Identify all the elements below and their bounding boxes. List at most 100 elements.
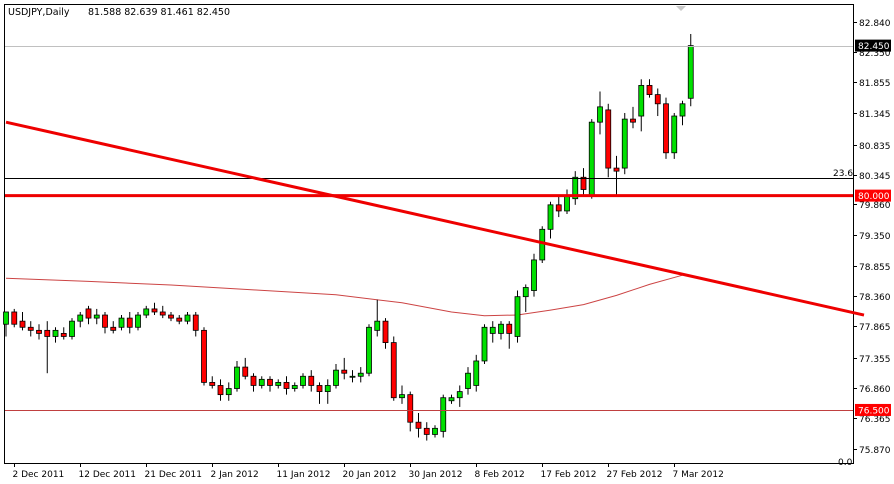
bear-candle (110, 321, 117, 334)
candle-body (646, 85, 653, 96)
level-76-5-tag-label: 76.500 (858, 406, 890, 416)
descending-trend-line[interactable] (5, 120, 865, 317)
bear-candle (283, 376, 290, 395)
bear-candle (250, 373, 257, 392)
candle-body (547, 204, 554, 230)
bull-candle (399, 385, 405, 404)
candle-body (60, 333, 67, 337)
bull-candle (225, 382, 232, 401)
bear-candle (242, 357, 249, 380)
x-axis-tick-label: 30 Jan 2012 (409, 470, 463, 480)
bear-candle (605, 103, 612, 178)
bear-candle (201, 327, 207, 386)
bear-candle (60, 327, 67, 340)
bear-candle (630, 106, 636, 129)
bear-candle (85, 305, 92, 325)
x-axis-tick-label: 21 Dec 2011 (145, 470, 203, 480)
y-axis-tick-label: 78.855 (859, 263, 891, 273)
y-axis-tick-label: 79.350 (859, 232, 891, 242)
candle-body (473, 360, 480, 386)
bull-candle (456, 385, 463, 407)
bull-candle (135, 311, 141, 331)
bear-candle (168, 311, 174, 322)
x-axis-tick-label: 2 Jan 2012 (211, 470, 259, 480)
bear-candle (506, 321, 513, 349)
chart-shift-marker-icon[interactable] (676, 6, 686, 11)
candle-body (250, 375, 257, 386)
bear-candle (423, 422, 430, 441)
bull-candle (275, 379, 282, 389)
bull-candle (473, 354, 480, 392)
chart-symbol-label: USDJPY,Daily (8, 7, 70, 18)
bull-candle (93, 308, 100, 325)
candle-body (679, 103, 686, 117)
bull-candle (3, 311, 9, 337)
candle-body (357, 372, 364, 377)
candle-body (110, 326, 117, 331)
candle-body (267, 378, 273, 386)
bear-candle (415, 413, 422, 438)
candle-body (217, 385, 224, 396)
bear-candle (102, 311, 108, 334)
candle-body (333, 369, 339, 386)
bull-candle (234, 360, 240, 392)
candle-body (52, 329, 59, 337)
candle-body (572, 176, 579, 200)
bear-candle (209, 376, 216, 389)
bull-candle (498, 321, 504, 340)
candle-body (308, 375, 315, 386)
candle-body (671, 115, 678, 154)
candle-body (77, 314, 84, 322)
bear-candle (192, 311, 199, 337)
y-axis-tick-label: 76.860 (859, 385, 891, 395)
candle-body (201, 329, 207, 383)
plot-frame (4, 4, 854, 464)
bull-candle (52, 327, 59, 343)
bull-candle (374, 299, 381, 337)
candle-body (11, 311, 18, 325)
bear-candle (217, 379, 224, 401)
candle-body (102, 314, 108, 328)
candle-body (630, 118, 636, 123)
bear-candle (382, 318, 389, 349)
x-axis-tick-label: 27 Feb 2012 (607, 470, 663, 480)
candle-body (3, 311, 9, 325)
bull-candle (597, 91, 603, 135)
level-80-tag-label: 80.000 (858, 192, 890, 202)
bear-candle (267, 376, 273, 392)
candle-body (225, 388, 232, 396)
candle-body (300, 375, 306, 386)
level-80-tag-bg (855, 189, 891, 202)
level-76-5-tag-bg (855, 403, 891, 416)
bear-candle (341, 357, 348, 380)
candle-body (465, 372, 471, 389)
candle-body (514, 296, 521, 337)
candle-body (687, 45, 694, 99)
bull-candle (638, 79, 645, 132)
x-axis-tick-label: 8 Feb 2012 (475, 470, 525, 480)
bull-candle (465, 367, 471, 395)
x-axis-tick-label: 20 Jan 2012 (343, 470, 397, 480)
bull-candle (77, 311, 84, 328)
bear-candle (613, 155, 620, 196)
bear-candle (308, 370, 315, 392)
bear-candle (151, 302, 158, 316)
bear-candle (646, 79, 653, 98)
candle-body (341, 369, 348, 374)
y-axis-tick-label: 81.855 (859, 79, 891, 89)
bull-candle (324, 379, 331, 404)
fib-zero-label: 0.0 (838, 458, 853, 468)
candle-body (481, 326, 488, 362)
moving-average-line (5, 274, 683, 317)
candle-body (448, 397, 455, 402)
y-axis-tick-label: 75.870 (859, 446, 891, 456)
candle-body (440, 397, 447, 432)
x-axis-tick-label: 7 Mar 2012 (673, 470, 724, 480)
bull-candle (291, 382, 298, 392)
bull-candle (300, 373, 306, 389)
bull-candle (333, 364, 339, 389)
bear-candle (663, 97, 669, 159)
candle-body (382, 320, 389, 343)
candle-body (44, 329, 51, 337)
